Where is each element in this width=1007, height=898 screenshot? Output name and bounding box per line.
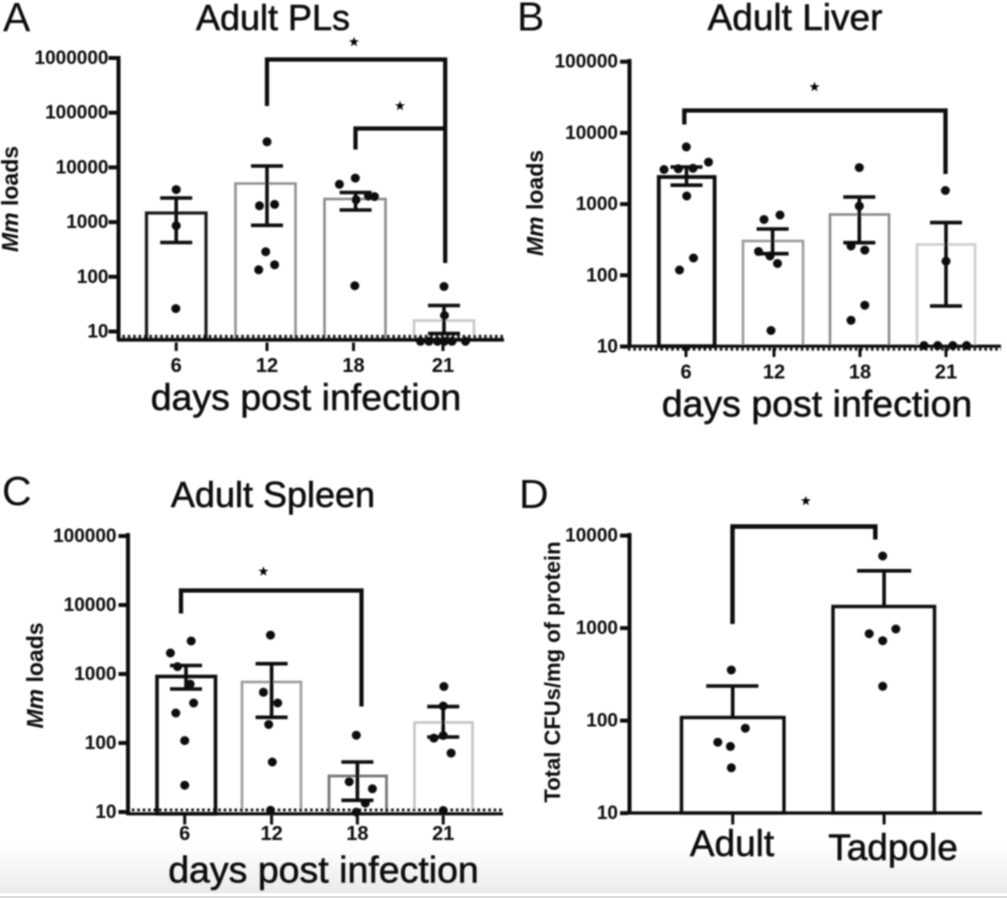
svg-text:6: 6 — [171, 355, 182, 377]
svg-text:100000: 100000 — [555, 52, 618, 73]
svg-text:1000: 1000 — [576, 618, 618, 639]
svg-text:C: C — [2, 468, 32, 514]
svg-text:1000: 1000 — [74, 664, 116, 685]
svg-text:100: 100 — [586, 711, 618, 732]
svg-text:18: 18 — [849, 362, 871, 384]
svg-text:D: D — [519, 471, 549, 517]
svg-text:100: 100 — [77, 267, 109, 288]
svg-text:21: 21 — [935, 362, 957, 384]
svg-text:Adult: Adult — [690, 823, 775, 864]
svg-text:10: 10 — [597, 337, 618, 358]
svg-text:100000: 100000 — [45, 103, 108, 124]
svg-text:1000: 1000 — [66, 212, 108, 233]
svg-text:Mm loads: Mm loads — [0, 146, 23, 252]
svg-text:10000: 10000 — [565, 123, 618, 144]
svg-text:Adult Spleen: Adult Spleen — [171, 474, 375, 515]
svg-text:18: 18 — [342, 355, 364, 377]
svg-text:12: 12 — [763, 362, 785, 384]
svg-text:21: 21 — [432, 355, 454, 377]
svg-text:100: 100 — [85, 733, 117, 754]
svg-text:1000: 1000 — [576, 194, 618, 215]
svg-text:days post infection: days post infection — [151, 376, 462, 418]
svg-text:B: B — [517, 0, 544, 40]
svg-text:6: 6 — [680, 362, 691, 384]
svg-text:12: 12 — [260, 823, 282, 845]
svg-text:A: A — [3, 0, 31, 40]
svg-text:1000000: 1000000 — [35, 48, 109, 69]
svg-text:Mm loads: Mm loads — [522, 150, 548, 256]
svg-text:6: 6 — [179, 823, 190, 845]
svg-text:Adult PLs: Adult PLs — [196, 0, 350, 38]
svg-text:10000: 10000 — [56, 157, 109, 178]
svg-text:12: 12 — [256, 355, 278, 377]
svg-text:Mm loads: Mm loads — [22, 622, 48, 728]
svg-text:Tadpole: Tadpole — [828, 827, 958, 868]
svg-text:10000: 10000 — [565, 526, 618, 547]
svg-text:days post infection: days post infection — [662, 383, 973, 425]
svg-text:100000: 100000 — [53, 526, 116, 547]
svg-text:Adult Liver: Adult Liver — [708, 0, 883, 38]
svg-text:21: 21 — [432, 823, 454, 845]
svg-text:10: 10 — [597, 803, 618, 824]
svg-text:100: 100 — [586, 265, 618, 286]
svg-text:days post infection: days post infection — [168, 849, 479, 891]
svg-text:10000: 10000 — [64, 595, 117, 616]
svg-text:18: 18 — [346, 823, 368, 845]
svg-text:10: 10 — [95, 802, 116, 823]
svg-text:Total CFUs/mg of protein: Total CFUs/mg of protein — [540, 541, 565, 802]
svg-text:10: 10 — [87, 322, 108, 343]
